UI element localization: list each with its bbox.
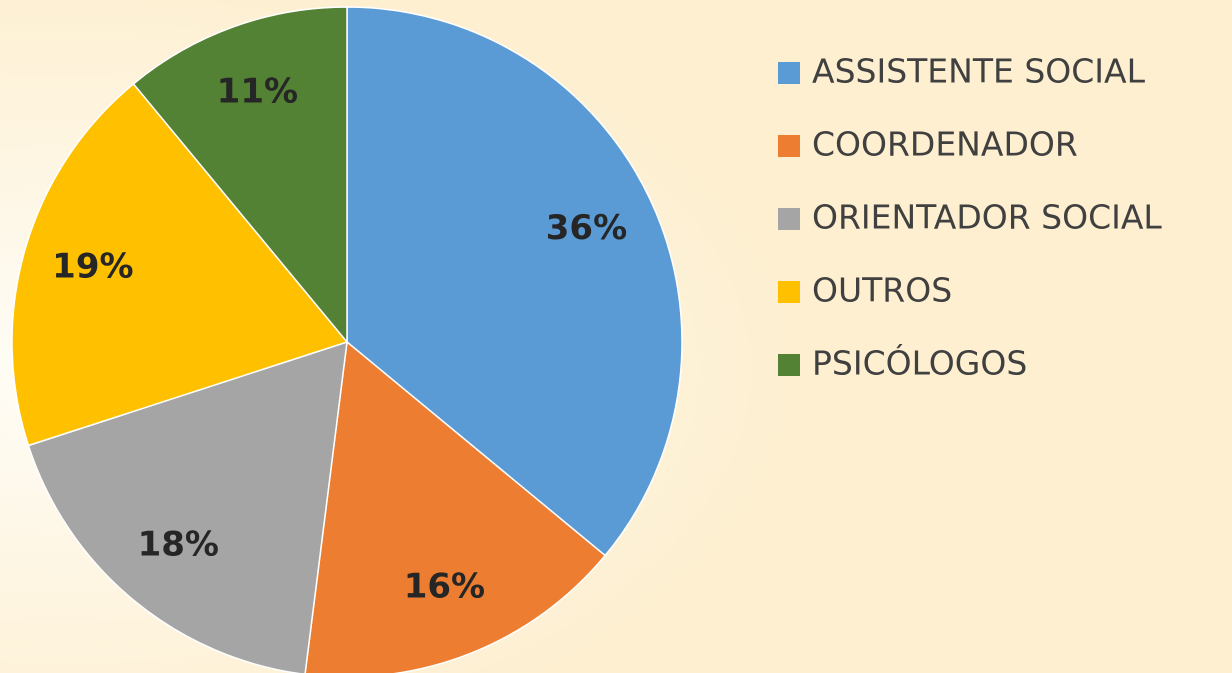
- pie-slice: [132, 6, 348, 345]
- legend-label: PSICÓLOGOS: [812, 343, 1027, 383]
- legend-label: ORIENTADOR SOCIAL: [812, 198, 1162, 237]
- legend-swatch: [778, 62, 800, 84]
- data-label: 36%: [546, 208, 627, 248]
- legend-swatch: [778, 281, 800, 303]
- legend-swatch: [778, 354, 800, 376]
- pie-slice: [346, 6, 683, 557]
- pie-slice: [27, 340, 348, 673]
- data-label: 11%: [217, 71, 298, 111]
- pie-slice: [304, 340, 607, 673]
- legend-swatch: [778, 135, 800, 157]
- data-label: 16%: [404, 567, 485, 607]
- legend-label: COORDENADOR: [812, 125, 1078, 164]
- legend-label: ASSISTENTE SOCIAL: [812, 52, 1146, 91]
- data-label: 18%: [138, 524, 219, 564]
- data-label: 19%: [52, 247, 133, 287]
- legend-label: OUTROS: [812, 271, 952, 310]
- legend-swatch: [778, 208, 800, 230]
- pie-slice: [11, 82, 349, 447]
